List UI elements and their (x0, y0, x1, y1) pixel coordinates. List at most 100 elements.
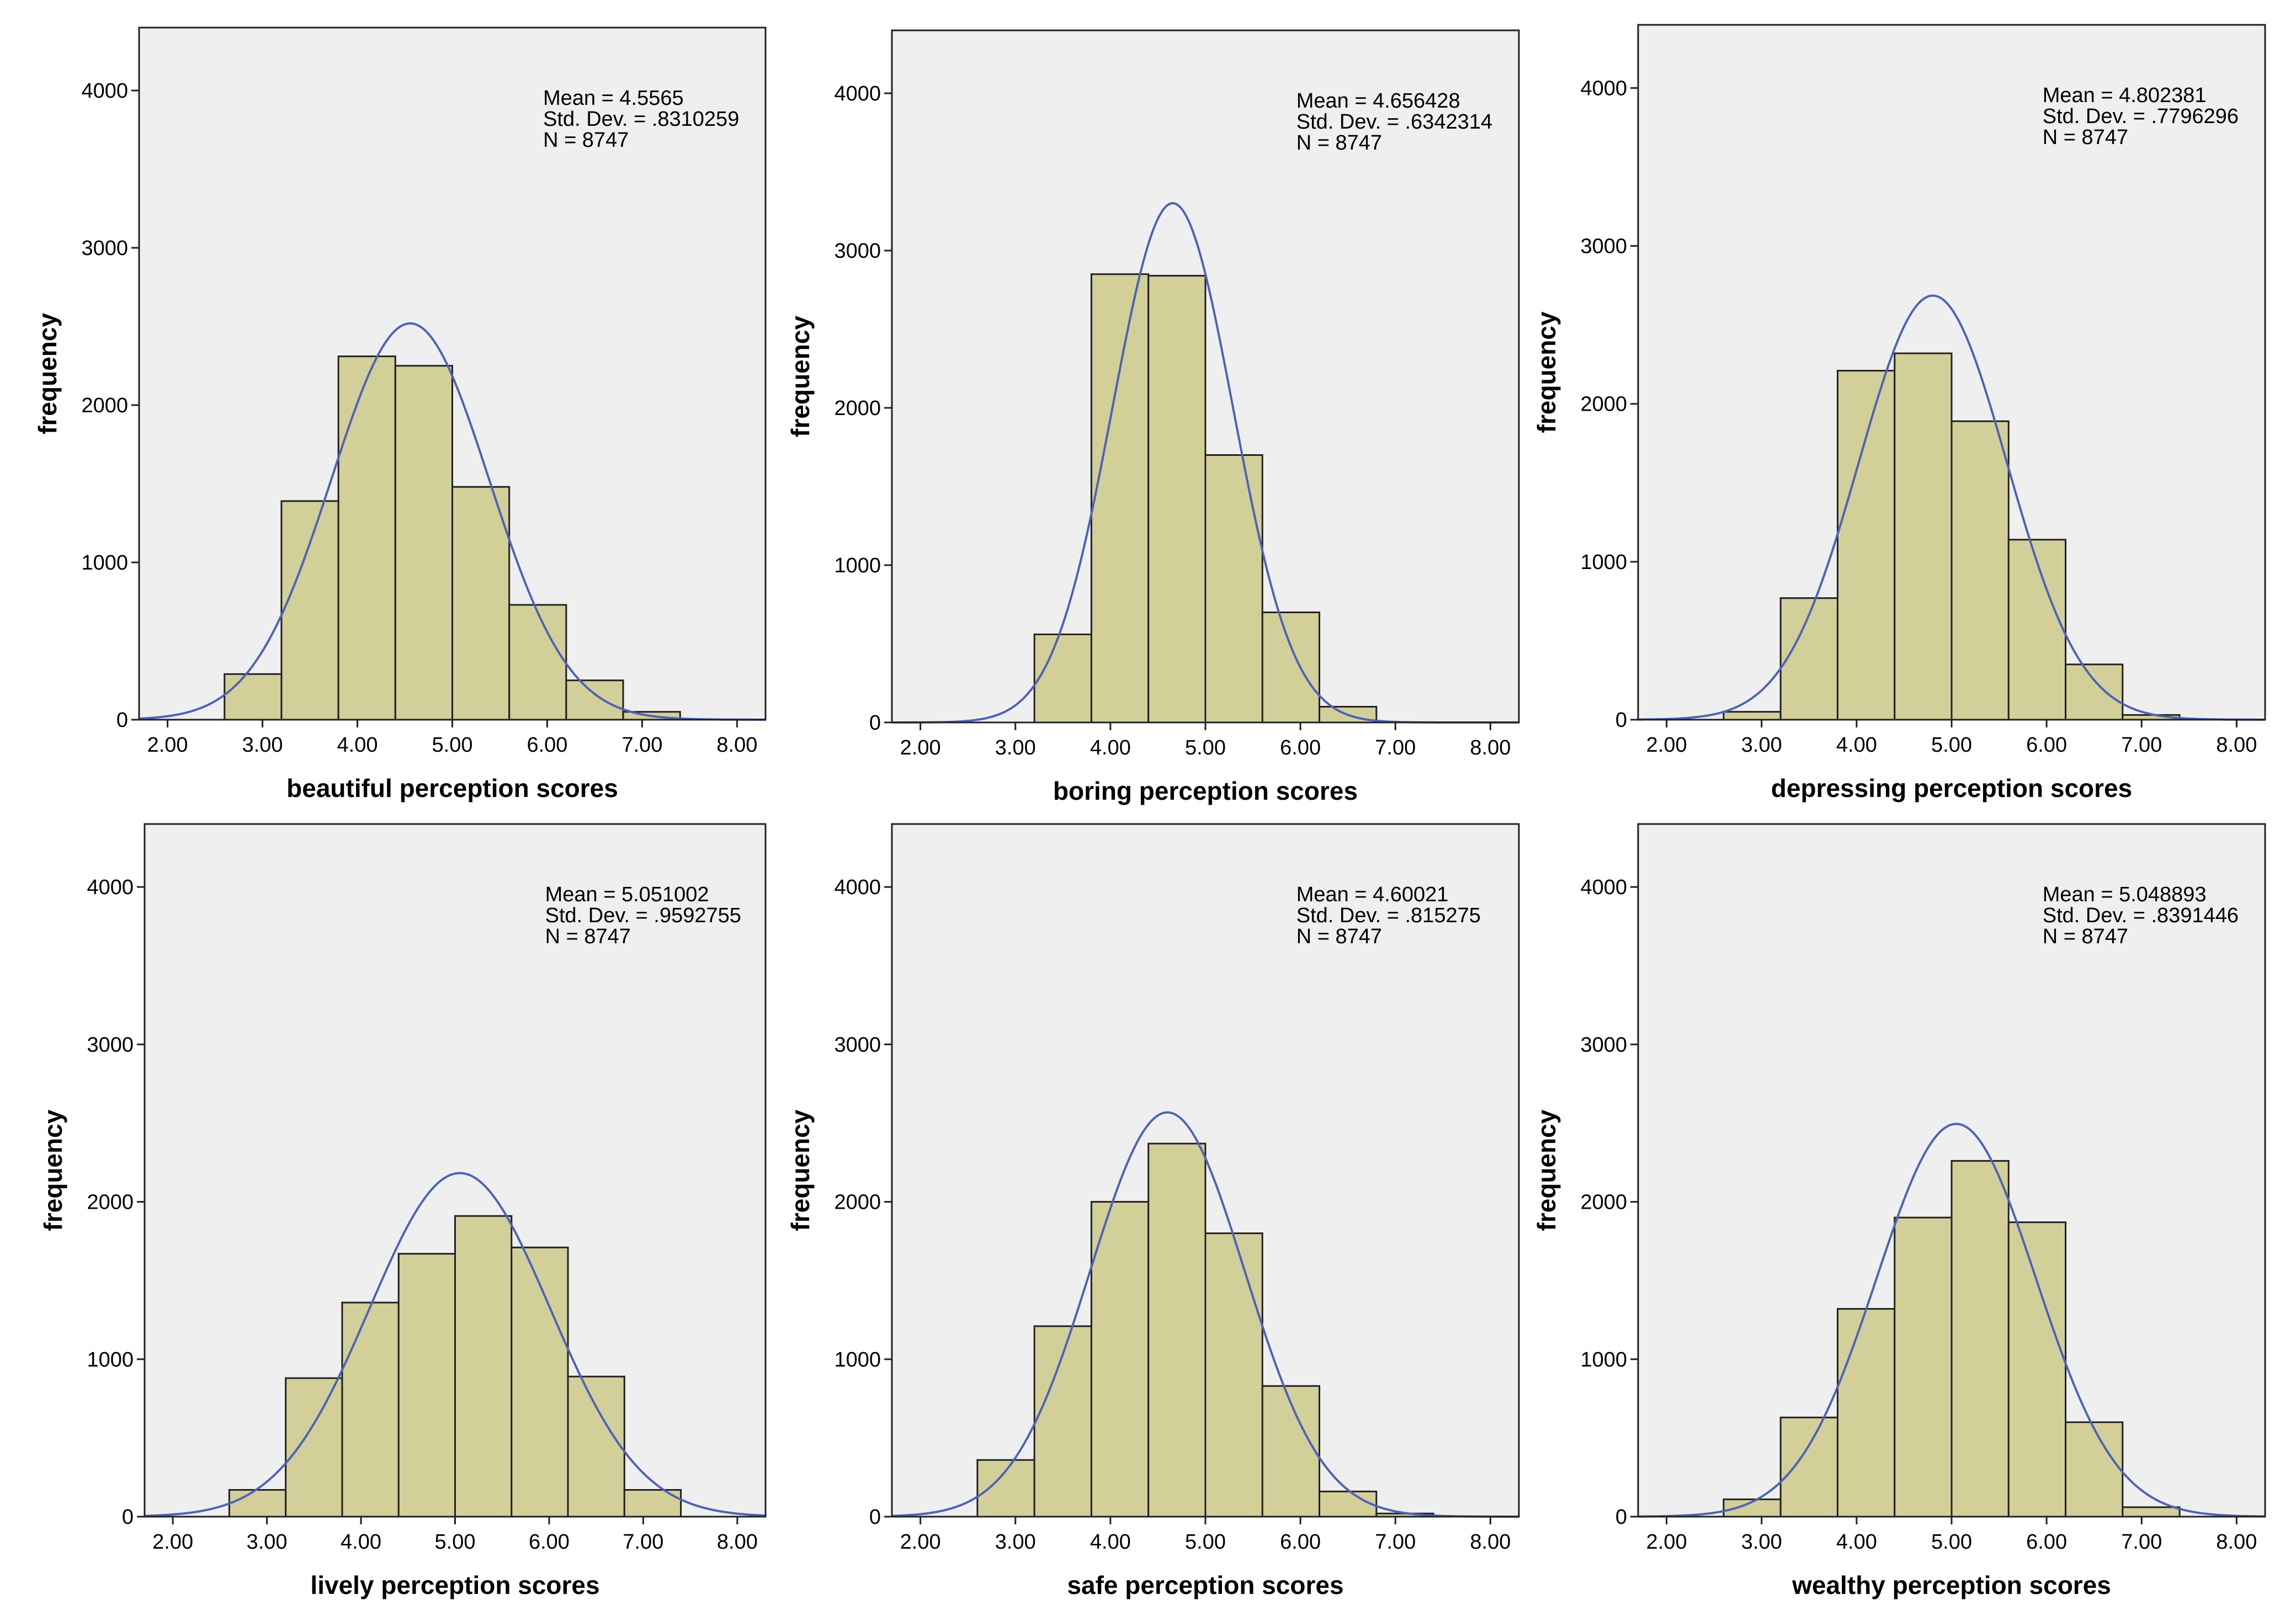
histogram-panel: 0 1000 2000 3000 4000 2.00 3.00 4.00 5.00 6.00 7.0… (786, 29, 1520, 805)
histogram-bar (2065, 663, 2124, 721)
histogram-bar (1950, 1160, 2010, 1518)
histogram-bar (454, 1215, 513, 1518)
stats-sd-text: Std. Dev. = .7796296 (2043, 105, 2239, 128)
y-tick-label: 3000 (1580, 1033, 1627, 1056)
x-tick-label: 2.00 (1646, 1530, 1687, 1554)
y-tick-label: 0 (869, 1506, 881, 1529)
y-tick-label: 4000 (81, 79, 128, 103)
x-tick-label: 6.00 (527, 733, 567, 757)
histogram-panel: 0 1000 2000 3000 4000 2.00 3.00 4.00 5.00 6.00 7.0… (33, 26, 767, 802)
histogram-bar (1033, 1325, 1092, 1518)
histogram-bar (1204, 1232, 1263, 1518)
histogram-panel: 0 1000 2000 3000 4000 2.00 3.00 4.00 5.00 6.00 7.0… (786, 823, 1520, 1599)
x-tick-label: 2.00 (147, 733, 188, 757)
normal-curve (1638, 294, 2266, 721)
y-tick-label: 4000 (834, 82, 881, 105)
x-tick-label: 5.00 (1931, 733, 1972, 757)
histogram-bar (1147, 1142, 1207, 1518)
histogram-bar (1204, 454, 1263, 724)
x-tick-label: 2.00 (152, 1530, 193, 1554)
histogram-bar (1090, 1201, 1150, 1518)
x-tick-label: 6.00 (2026, 733, 2067, 757)
x-tick-label: 4.00 (337, 733, 378, 757)
stats-sd-text: Std. Dev. = .8391446 (2043, 904, 2239, 927)
x-tick-label: 3.00 (242, 733, 283, 757)
histogram-bar (1090, 273, 1150, 724)
stats-sd-text: Std. Dev. = .9592755 (545, 904, 741, 927)
histogram-bar (224, 673, 283, 721)
histogram-bar (976, 1459, 1035, 1518)
normal-curve (139, 322, 766, 721)
stats-n-text: N = 8747 (1296, 925, 1382, 948)
histogram-bar (394, 365, 453, 721)
histogram-bar (511, 1246, 569, 1518)
stats-n-text: N = 8747 (2043, 126, 2128, 149)
x-tick-label: 5.00 (1185, 1530, 1226, 1554)
y-tick-label: 3000 (834, 1033, 881, 1056)
x-tick-label: 4.00 (1090, 736, 1131, 759)
histogram-bar (623, 1489, 682, 1518)
stats-mean-text: Mean = 4.802381 (2043, 84, 2207, 107)
y-tick-label: 1000 (87, 1348, 134, 1372)
x-axis-title: boring perception scores (1053, 777, 1358, 805)
y-tick-label: 2000 (1580, 393, 1627, 416)
y-tick-label: 2000 (87, 1191, 134, 1214)
y-axis-title: frequency (1532, 1109, 1561, 1231)
histogram-bar (228, 1489, 287, 1518)
x-tick-label: 7.00 (1375, 736, 1416, 759)
histogram-bar (1147, 275, 1207, 724)
x-tick-label: 4.00 (1090, 1530, 1131, 1554)
histogram-bar (1319, 1490, 1378, 1518)
stats-n-text: N = 8747 (2043, 925, 2128, 948)
x-tick-label: 4.00 (1836, 733, 1877, 757)
x-tick-label: 7.00 (621, 733, 662, 757)
x-tick-label: 3.00 (995, 736, 1036, 759)
histogram-bar (1033, 633, 1092, 724)
y-tick-label: 0 (1615, 1506, 1627, 1529)
histogram-bar (1836, 1308, 1896, 1518)
stats-mean-text: Mean = 4.60021 (1296, 883, 1449, 906)
histogram-bar (1894, 352, 1953, 721)
x-tick-label: 6.00 (1280, 1530, 1321, 1554)
histogram-bar (2122, 1506, 2181, 1518)
x-axis-title: beautiful perception scores (286, 774, 618, 802)
x-tick-label: 3.00 (1741, 733, 1782, 757)
y-tick-label: 1000 (834, 1348, 881, 1372)
y-tick-label: 4000 (834, 876, 881, 899)
normal-curve (891, 1111, 1519, 1518)
stats-n-text: N = 8747 (545, 925, 631, 948)
x-tick-label: 2.00 (900, 1530, 941, 1554)
y-tick-label: 0 (1615, 709, 1627, 732)
stats-mean-text: Mean = 4.656428 (1296, 89, 1460, 113)
x-tick-label: 5.00 (432, 733, 473, 757)
stats-sd-text: Std. Dev. = .815275 (1296, 904, 1481, 927)
x-tick-label: 2.00 (1646, 733, 1687, 757)
x-tick-label: 3.00 (1741, 1530, 1782, 1554)
x-tick-label: 7.00 (2121, 733, 2162, 757)
normal-curve (1638, 1123, 2266, 1518)
y-tick-label: 3000 (834, 240, 881, 263)
y-axis-title: frequency (33, 313, 62, 434)
y-tick-label: 2000 (81, 394, 128, 417)
y-tick-label: 1000 (81, 551, 128, 575)
histogram-bar (2065, 1421, 2124, 1518)
histogram-panel: 0 1000 2000 3000 4000 2.00 3.00 4.00 5.00 6.00 7.0… (39, 823, 767, 1599)
histogram-bar (1836, 370, 1896, 721)
x-tick-label: 7.00 (623, 1530, 663, 1554)
x-tick-label: 6.00 (2026, 1530, 2067, 1554)
x-tick-label: 8.00 (2216, 733, 2257, 757)
x-tick-label: 8.00 (1470, 1530, 1511, 1554)
y-tick-label: 2000 (834, 397, 881, 420)
histogram-bar (451, 486, 511, 721)
y-tick-label: 3000 (81, 237, 128, 260)
y-tick-label: 2000 (1580, 1191, 1627, 1214)
x-tick-label: 5.00 (1931, 1530, 1972, 1554)
stats-sd-text: Std. Dev. = .8310259 (543, 108, 739, 131)
stats-n-text: N = 8747 (1296, 131, 1382, 155)
y-axis-title: frequency (786, 316, 815, 437)
x-tick-label: 3.00 (247, 1530, 288, 1554)
x-axis-title: safe perception scores (1067, 1571, 1343, 1599)
y-tick-label: 3000 (87, 1033, 134, 1056)
stats-n-text: N = 8747 (543, 129, 629, 152)
